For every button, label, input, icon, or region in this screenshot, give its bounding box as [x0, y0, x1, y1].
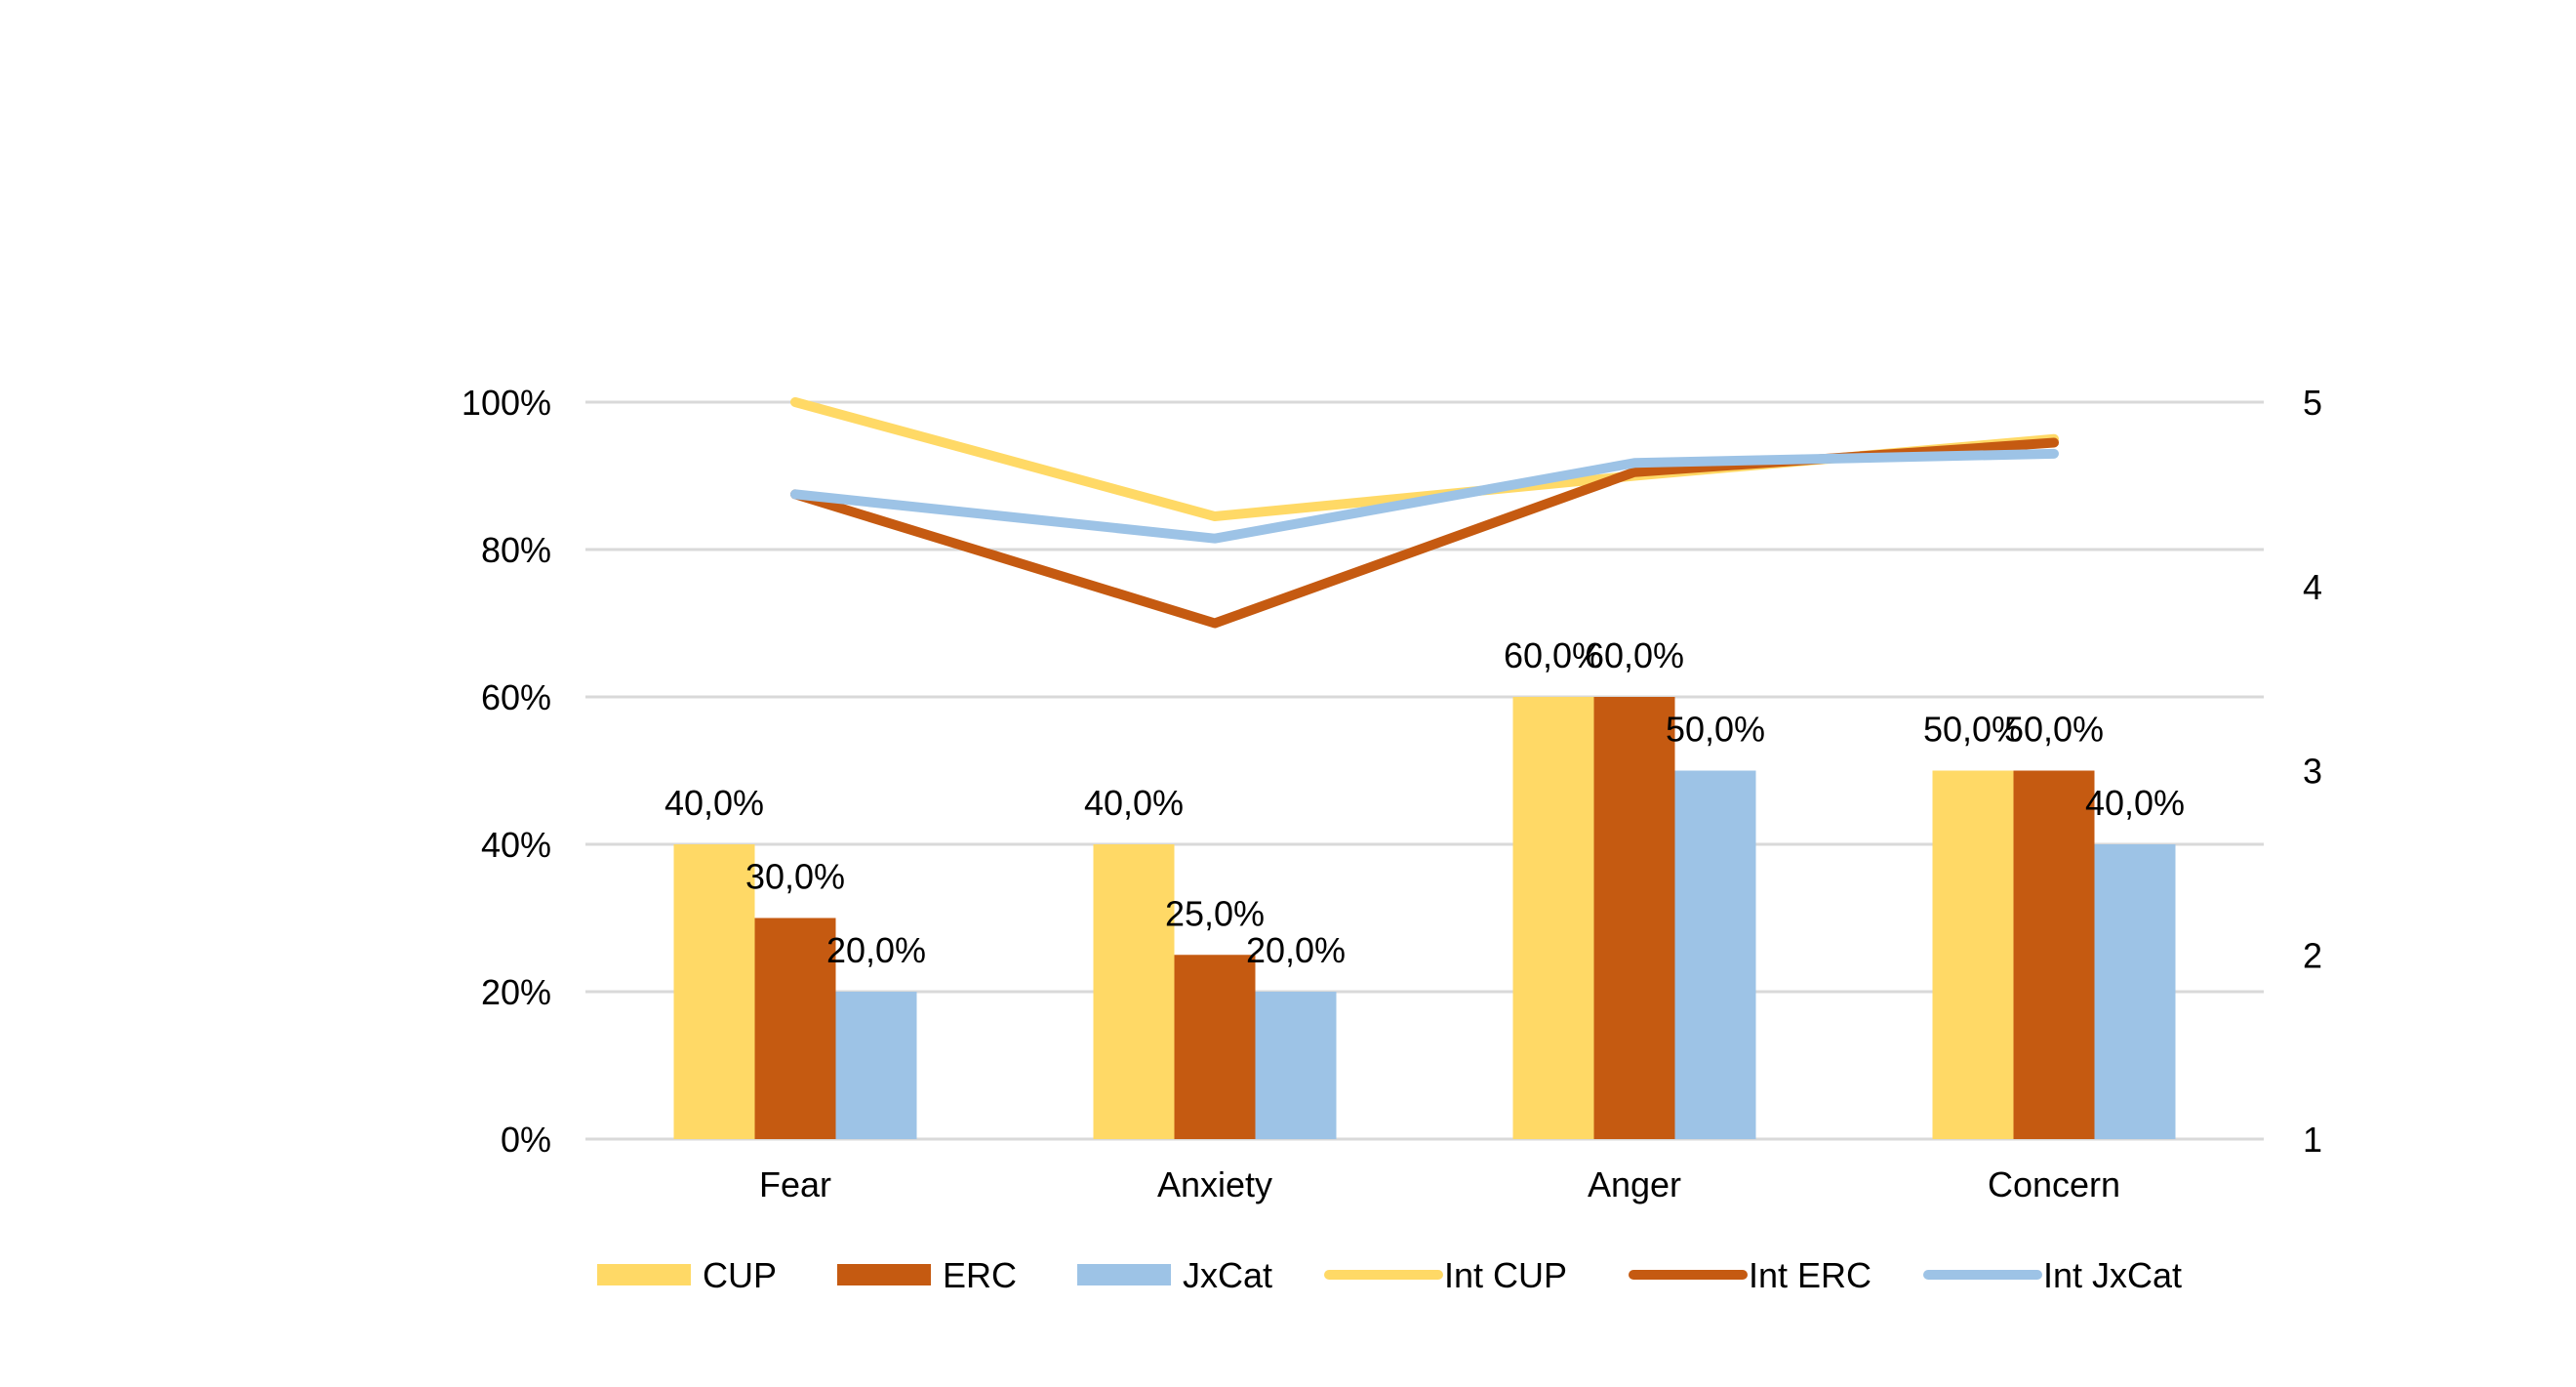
data-label: 40,0% — [2085, 783, 2185, 823]
bar-jxcat — [1255, 992, 1337, 1139]
y-left-tick-label: 80% — [481, 530, 551, 570]
data-label: 25,0% — [1165, 893, 1265, 933]
y-right-tick-label: 1 — [2303, 1120, 2322, 1160]
y-left-tick-label: 100% — [462, 383, 551, 423]
data-label: 40,0% — [664, 783, 764, 823]
data-label: 50,0% — [1923, 710, 2023, 750]
y-left-tick-label: 0% — [501, 1120, 551, 1160]
legend-swatch — [1077, 1264, 1171, 1285]
series-line-int-jxcat — [790, 448, 2059, 544]
data-label: 60,0% — [1585, 635, 1684, 675]
bar-erc — [2013, 770, 2095, 1139]
y-right-tick-label: 2 — [2303, 935, 2322, 975]
data-label: 50,0% — [1666, 710, 1765, 750]
legend-label: CUP — [703, 1255, 777, 1295]
y-left-tick-label: 40% — [481, 825, 551, 865]
legend-swatch — [837, 1264, 931, 1285]
bar-cup — [1093, 844, 1175, 1139]
bar-jxcat — [2094, 844, 2176, 1139]
data-label: 50,0% — [2004, 710, 2104, 750]
bar-jxcat — [835, 992, 917, 1139]
legend-label: ERC — [943, 1255, 1017, 1295]
bar-erc — [754, 918, 836, 1139]
data-label: 20,0% — [1246, 930, 1346, 970]
legend-label: JxCat — [1183, 1255, 1272, 1295]
data-label: 20,0% — [826, 930, 926, 970]
bar-erc — [1174, 955, 1256, 1139]
series-line-int-erc — [790, 437, 2059, 629]
bar-cup — [1932, 770, 2014, 1139]
bar-cup — [1512, 697, 1594, 1139]
legend-label: Int JxCat — [2043, 1255, 2182, 1295]
x-tick-label: Fear — [759, 1164, 831, 1204]
legend-swatch — [597, 1264, 691, 1285]
y-left-tick-label: 60% — [481, 677, 551, 717]
bar-erc — [1593, 697, 1675, 1139]
bar-jxcat — [1674, 770, 1756, 1139]
data-label: 60,0% — [1504, 635, 1603, 675]
x-tick-label: Anxiety — [1157, 1164, 1272, 1204]
y-right-tick-label: 3 — [2303, 752, 2322, 792]
x-tick-label: Anger — [1588, 1164, 1681, 1204]
y-left-tick-label: 20% — [481, 972, 551, 1012]
y-right-tick-label: 5 — [2303, 383, 2322, 423]
y-right-tick-label: 4 — [2303, 567, 2322, 607]
data-label: 40,0% — [1084, 783, 1184, 823]
legend-label: Int CUP — [1444, 1255, 1567, 1295]
bar-cup — [673, 844, 755, 1139]
data-label: 30,0% — [745, 857, 845, 897]
x-tick-label: Concern — [1988, 1164, 2120, 1204]
legend-label: Int ERC — [1749, 1255, 1872, 1295]
